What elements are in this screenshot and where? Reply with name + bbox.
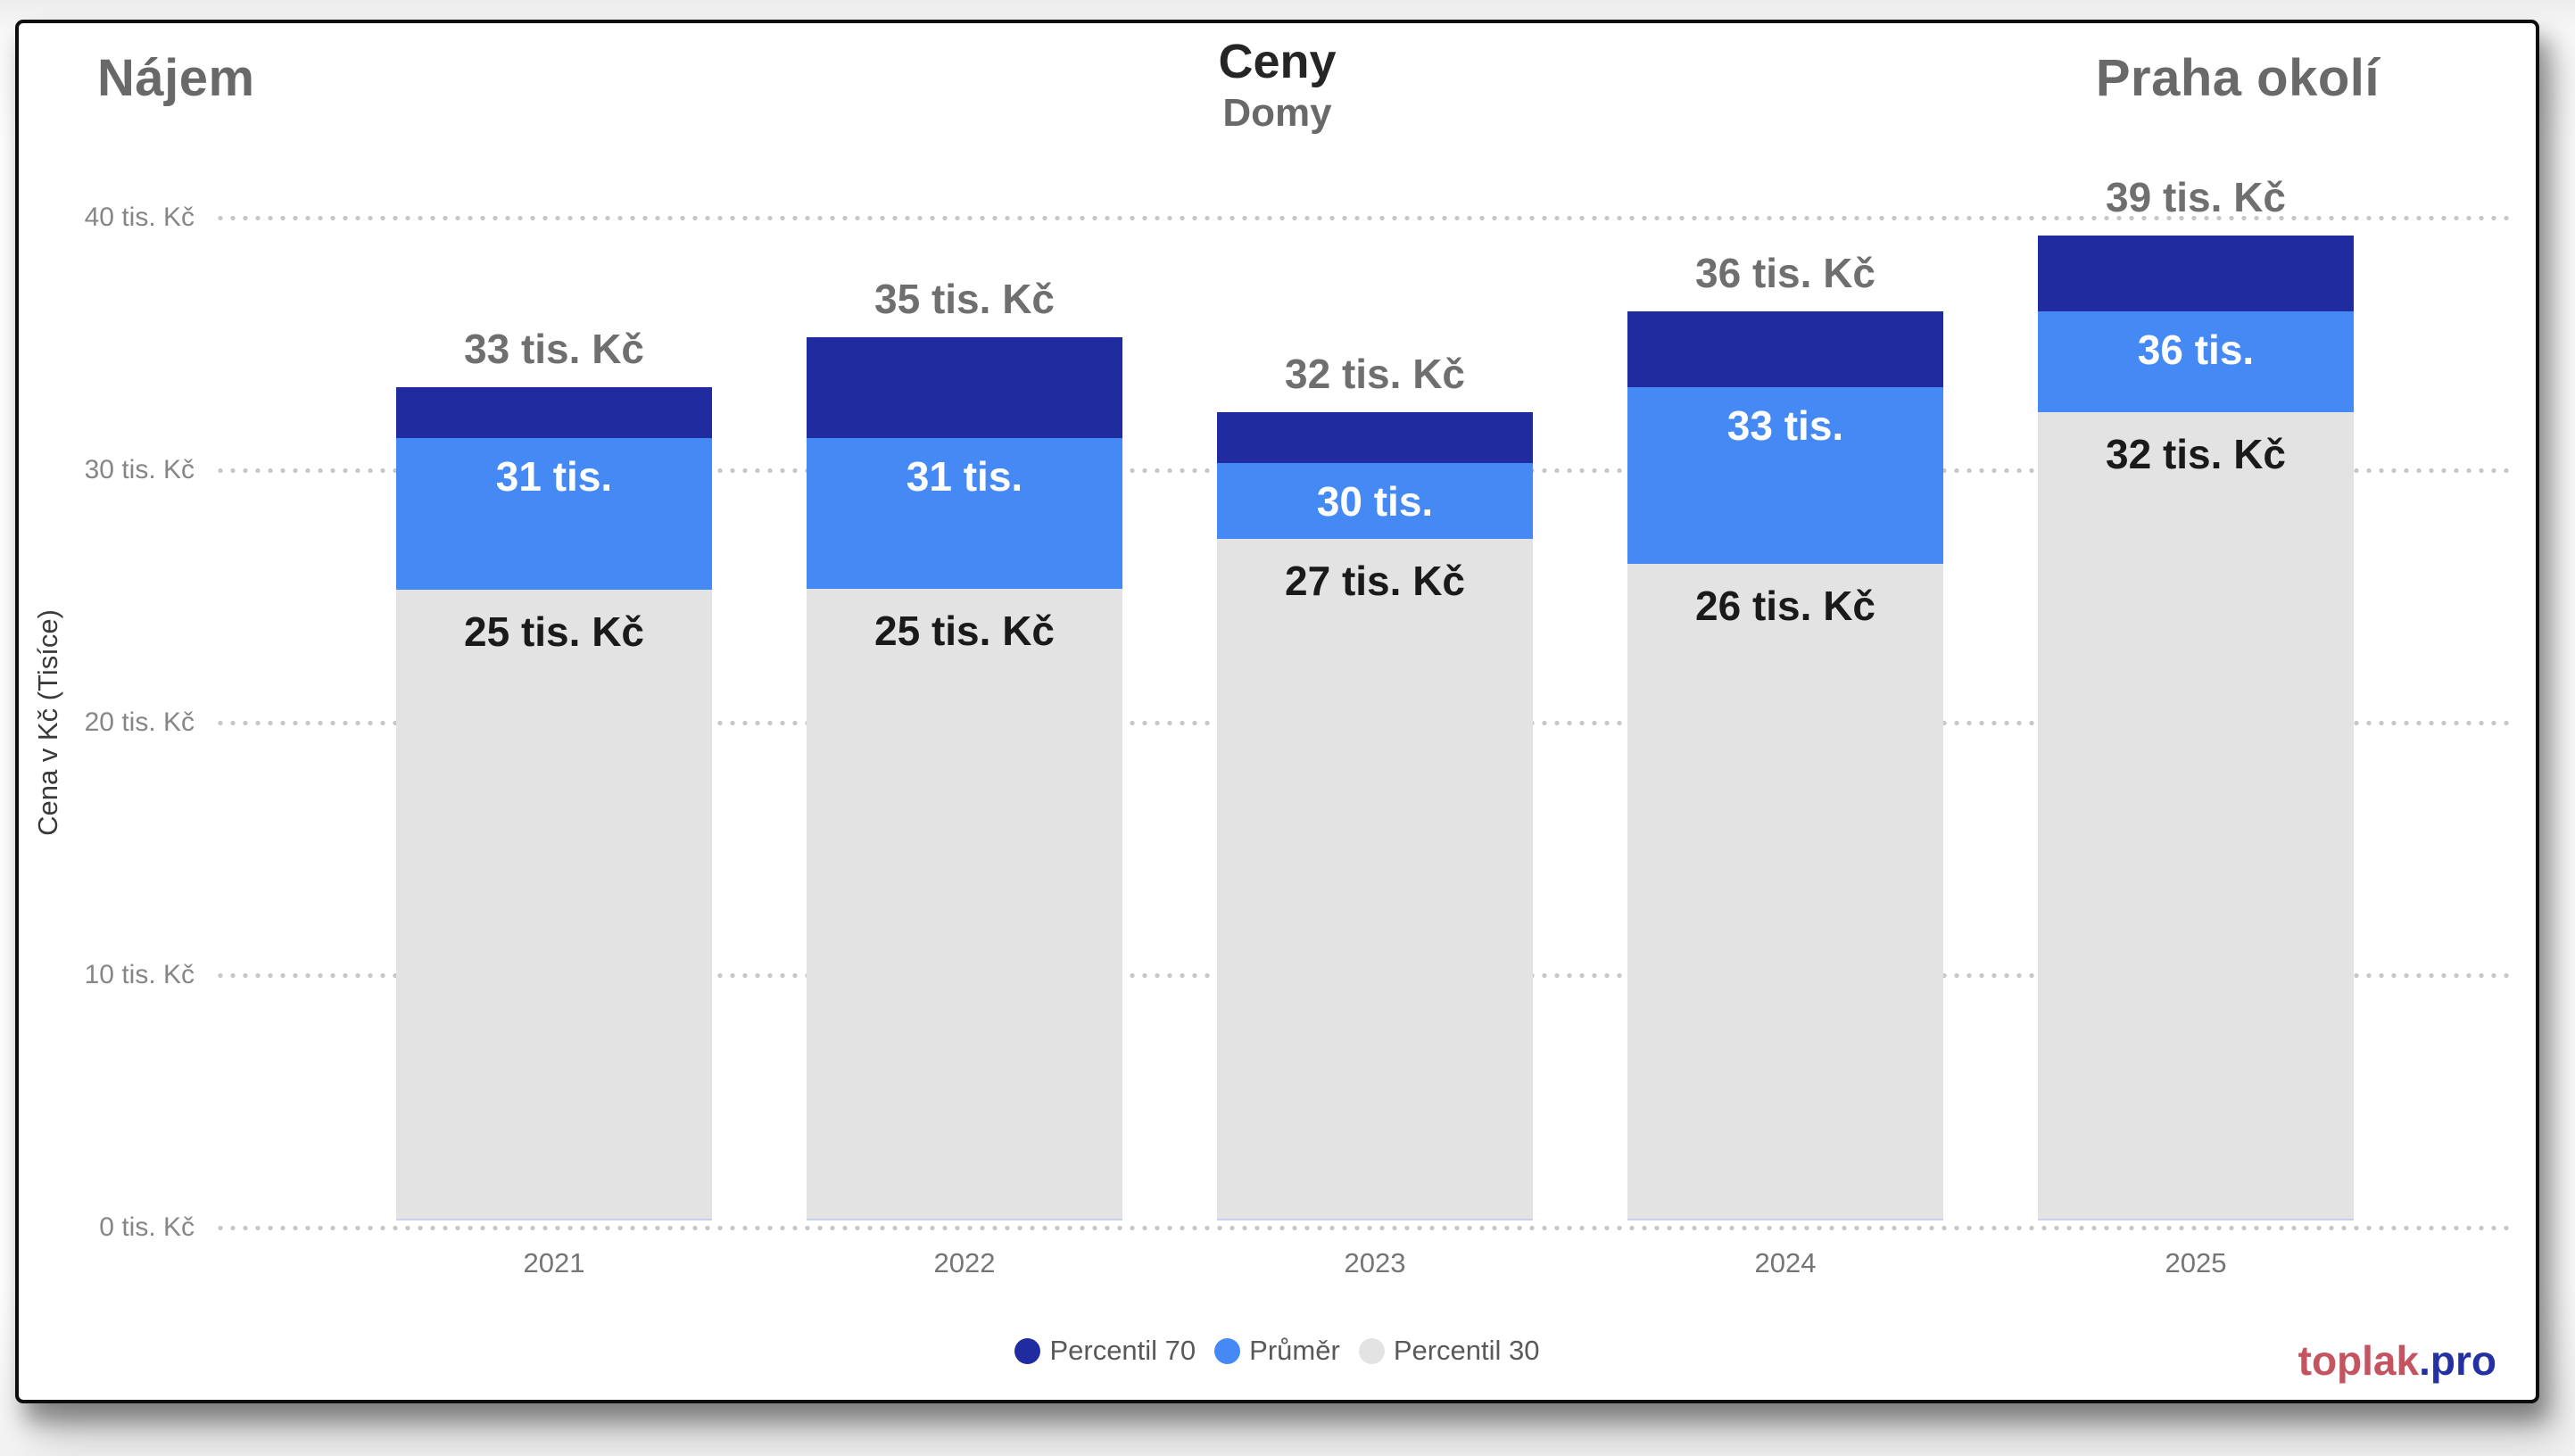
region-title: Praha okolí [2095, 49, 2380, 107]
bar-label-average: 36 tis. [2137, 327, 2255, 374]
bar-label-p30: 27 tis. Kč [1285, 557, 1465, 604]
bar-segment-percentil-30[interactable]: 26 tis. Kč [1627, 564, 1943, 1220]
brand-primary-text: toplak [2298, 1337, 2420, 1384]
x-tick-label-2022: 2022 [933, 1247, 996, 1278]
legend-dot-percentil-70 [1014, 1337, 1041, 1364]
bar-segment-percentil-70[interactable] [807, 336, 1122, 438]
bar-segment-percentil-70[interactable] [1217, 412, 1533, 463]
bar-label-total: 32 tis. Kč [1285, 351, 1465, 398]
bar-label-average: 30 tis. [1316, 478, 1434, 525]
bar-segment-percentil-30[interactable]: 27 tis. Kč [1217, 538, 1533, 1220]
x-tick-label-2024: 2024 [1754, 1247, 1817, 1278]
bar-segment-percentil-70[interactable] [396, 387, 712, 438]
bar-label-average: 31 tis. [495, 452, 613, 500]
bar-label-p30: 25 tis. Kč [464, 608, 644, 655]
legend-item-percentil-30[interactable]: Percentil 30 [1358, 1335, 1540, 1367]
y-tick-label: 30 tis. Kč [84, 455, 195, 484]
x-tick-label-2021: 2021 [523, 1247, 585, 1278]
bar-segment-percentil-70[interactable] [1627, 311, 1943, 388]
chart-title-block: Ceny Domy [19, 34, 2536, 136]
legend: Percentil 70 Průměr Percentil 30 [19, 1335, 2536, 1367]
x-tick-label-2025: 2025 [2165, 1247, 2227, 1278]
bar-segment-prumer[interactable]: 31 tis. [396, 437, 712, 590]
metric-title: Nájem [97, 49, 255, 107]
bar-label-total: 39 tis. Kč [2106, 174, 2286, 221]
y-tick-label: 20 tis. Kč [84, 707, 195, 737]
bar-label-total: 33 tis. Kč [464, 326, 644, 373]
legend-dot-prumer [1214, 1337, 1241, 1364]
bar-label-total: 35 tis. Kč [874, 275, 1055, 322]
brand-logo: toplak.pro [2298, 1336, 2496, 1385]
bar-segment-prumer[interactable]: 30 tis. [1217, 463, 1533, 539]
legend-label: Průměr [1249, 1335, 1340, 1366]
bar-segment-prumer[interactable]: 36 tis. [2038, 311, 2354, 413]
gridline-0 [214, 1226, 2509, 1230]
brand-secondary-text: .pro [2419, 1337, 2496, 1384]
bar-label-p30: 26 tis. Kč [1695, 583, 1875, 630]
bar-label-average: 31 tis. [906, 452, 1023, 500]
bar-label-p30: 32 tis. Kč [2106, 431, 2286, 478]
bar-label-total: 36 tis. Kč [1695, 250, 1875, 297]
legend-item-prumer[interactable]: Průměr [1214, 1335, 1340, 1367]
bar-group-2024[interactable]: 33 tis. 26 tis. Kč [1627, 311, 1943, 1220]
bar-segment-percentil-30[interactable]: 32 tis. Kč [2038, 412, 2354, 1220]
bar-group-2023[interactable]: 30 tis. 27 tis. Kč [1217, 412, 1533, 1220]
bar-label-average: 33 tis. [1726, 402, 1844, 450]
y-tick-label: 0 tis. Kč [99, 1212, 195, 1242]
bar-group-2025[interactable]: 36 tis. 32 tis. Kč [2038, 236, 2354, 1220]
bar-segment-percentil-70[interactable] [2038, 236, 2354, 312]
y-tick-label: 40 tis. Kč [84, 203, 195, 232]
bar-segment-percentil-30[interactable]: 25 tis. Kč [807, 589, 1122, 1220]
bar-segment-percentil-30[interactable]: 25 tis. Kč [396, 589, 712, 1220]
bar-group-2022[interactable]: 31 tis. 25 tis. Kč [807, 336, 1122, 1221]
bar-group-2021[interactable]: 31 tis. 25 tis. Kč [396, 387, 712, 1220]
legend-dot-percentil-30 [1358, 1337, 1385, 1364]
legend-label: Percentil 30 [1393, 1335, 1540, 1366]
chart-title: Ceny [1218, 35, 1337, 88]
x-tick-label-2023: 2023 [1344, 1247, 1406, 1278]
legend-label: Percentil 70 [1049, 1335, 1196, 1366]
chart-card: Nájem Ceny Domy Praha okolí Cena v Kč (T… [15, 20, 2539, 1403]
legend-item-percentil-70[interactable]: Percentil 70 [1014, 1335, 1196, 1367]
bar-segment-prumer[interactable]: 33 tis. [1627, 387, 1943, 565]
gridline-40 [214, 216, 2509, 220]
bar-segment-prumer[interactable]: 31 tis. [807, 437, 1122, 590]
chart-subtitle: Domy [1222, 91, 1332, 136]
bar-label-p30: 25 tis. Kč [874, 608, 1055, 655]
y-tick-label: 10 tis. Kč [84, 960, 195, 989]
